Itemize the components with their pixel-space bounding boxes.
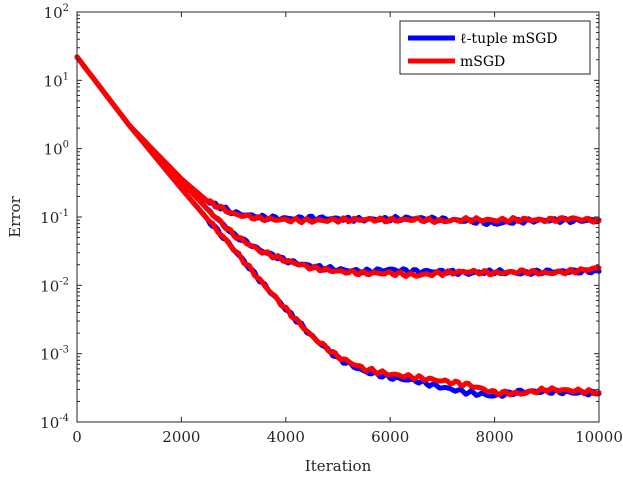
series-2-curve-1 <box>74 54 602 226</box>
series-layer <box>74 54 602 399</box>
y-tick-label: 10-3 <box>40 345 69 364</box>
x-axis-label: Iteration <box>305 457 372 475</box>
y-tick-label: 102 <box>44 3 69 22</box>
y-axis-label: Error <box>6 195 24 237</box>
legend: ℓ-tuple mSGD mSGD <box>399 20 591 75</box>
legend-label-series-1: ℓ-tuple mSGD <box>460 31 558 47</box>
y-tick-label: 10-1 <box>40 208 69 227</box>
x-tick-label: 4000 <box>267 428 305 446</box>
series-2 <box>74 54 602 398</box>
x-tick-labels: 0 2000 4000 6000 8000 10000 <box>72 428 623 446</box>
series-2-curve-2 <box>74 54 602 279</box>
y-tick-label: 101 <box>44 71 69 90</box>
series-2-curve-3 <box>74 54 602 398</box>
x-tick-label: 0 <box>72 428 82 446</box>
tick-layer <box>76 11 600 423</box>
y-tick-labels: 10-4 10-3 10-2 10-1 100 101 102 <box>40 3 69 432</box>
y-tick-label: 100 <box>44 140 69 159</box>
y-tick-label: 10-4 <box>40 413 69 432</box>
legend-label-series-2: mSGD <box>460 54 505 70</box>
x-tick-label: 10000 <box>575 428 623 446</box>
y-tick-label: 10-2 <box>40 276 69 295</box>
x-tick-label: 2000 <box>162 428 200 446</box>
x-tick-label: 6000 <box>371 428 409 446</box>
x-tick-label: 8000 <box>476 428 514 446</box>
legend-box <box>399 20 591 75</box>
